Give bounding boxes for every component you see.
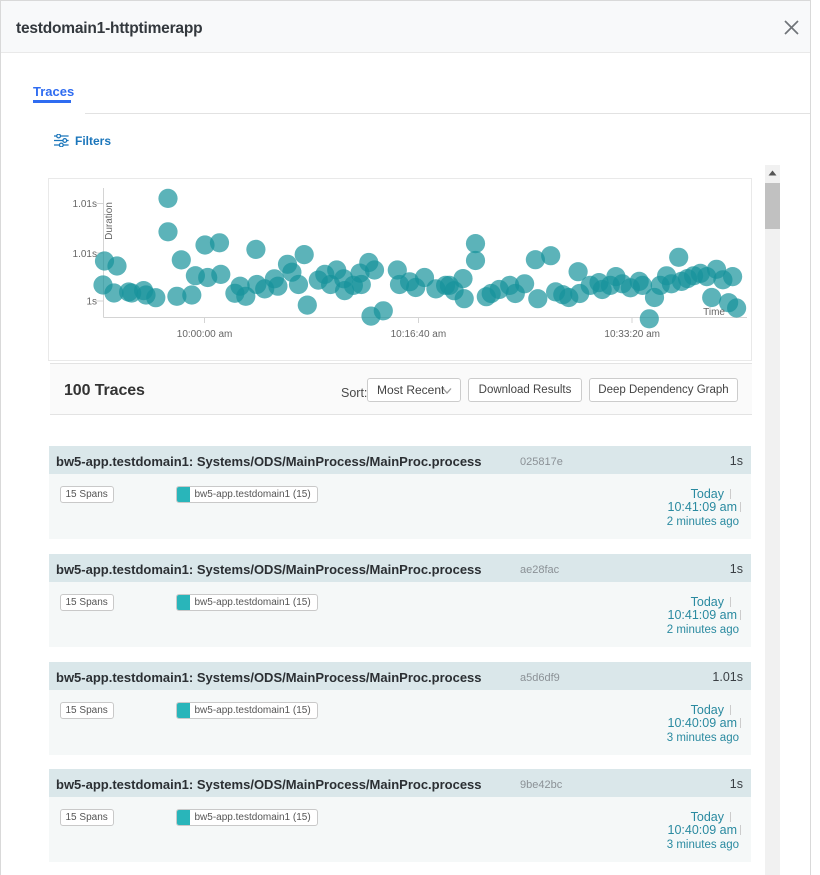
svg-text:10:16:40 am: 10:16:40 am [391,329,447,340]
svg-text:10:33:20 am: 10:33:20 am [604,329,660,340]
svg-text:Duration: Duration [104,202,115,240]
svg-text:Time: Time [703,307,725,318]
svg-text:1.01s: 1.01s [73,249,97,260]
svg-text:1s: 1s [86,297,97,308]
svg-text:10:00:00 am: 10:00:00 am [177,329,233,340]
svg-text:1.01s: 1.01s [73,199,97,210]
